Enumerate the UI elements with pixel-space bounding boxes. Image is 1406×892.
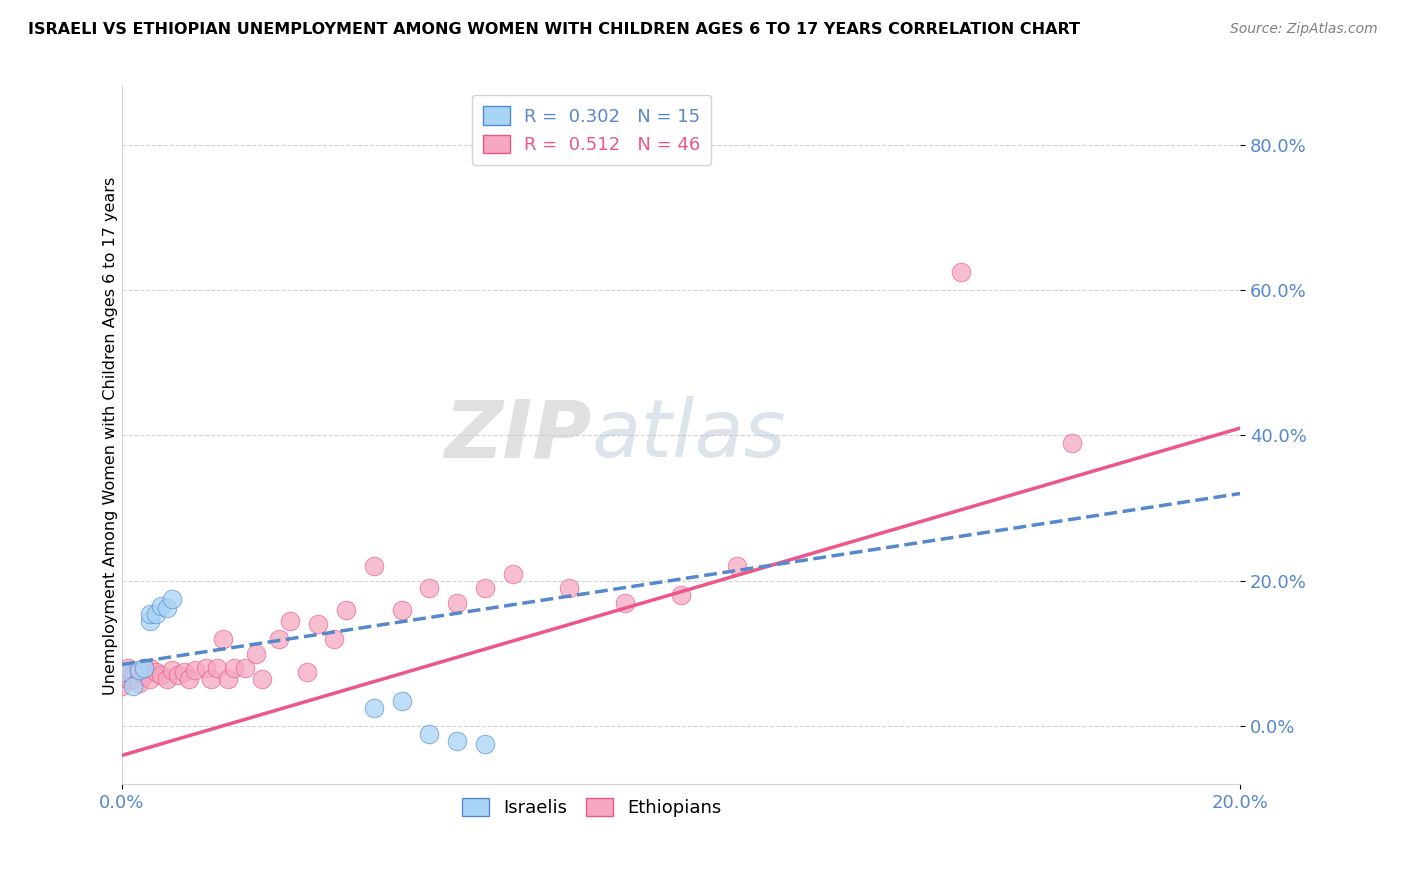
Point [128, 675, 150, 690]
Point [250, 672, 273, 686]
Point [391, 603, 413, 617]
Point [502, 566, 524, 581]
Point [183, 663, 205, 677]
Point [363, 701, 385, 715]
Point [145, 607, 167, 621]
Point [134, 661, 156, 675]
Point [446, 733, 468, 747]
Point [418, 581, 440, 595]
Point [474, 738, 496, 752]
Point [173, 665, 195, 679]
Point [162, 592, 184, 607]
Point [391, 694, 413, 708]
Point [217, 672, 239, 686]
Point [307, 617, 329, 632]
Point [139, 614, 162, 628]
Point [194, 661, 217, 675]
Point [323, 632, 346, 646]
Point [162, 663, 184, 677]
Text: Source: ZipAtlas.com: Source: ZipAtlas.com [1230, 22, 1378, 37]
Point [134, 668, 156, 682]
Point [145, 665, 167, 679]
Point [150, 668, 173, 682]
Text: ISRAELI VS ETHIOPIAN UNEMPLOYMENT AMONG WOMEN WITH CHILDREN AGES 6 TO 17 YEARS C: ISRAELI VS ETHIOPIAN UNEMPLOYMENT AMONG … [28, 22, 1080, 37]
Point [446, 596, 468, 610]
Point [156, 672, 179, 686]
Point [150, 599, 173, 614]
Text: atlas: atlas [592, 396, 786, 475]
Point [363, 559, 385, 574]
Point [139, 607, 162, 621]
Point [111, 668, 134, 682]
Legend: Israelis, Ethiopians: Israelis, Ethiopians [454, 790, 728, 824]
Point [211, 632, 233, 646]
Point [295, 665, 318, 679]
Point [245, 647, 267, 661]
Text: ZIP: ZIP [444, 396, 592, 475]
Point [117, 661, 139, 675]
Point [200, 672, 222, 686]
Point [1062, 435, 1084, 450]
Point [139, 661, 162, 675]
Point [122, 672, 145, 686]
Point [474, 581, 496, 595]
Point [205, 661, 228, 675]
Point [179, 672, 201, 686]
Point [267, 632, 290, 646]
Point [233, 661, 256, 675]
Point [156, 601, 179, 615]
Point [134, 661, 156, 675]
Point [167, 668, 190, 682]
Point [122, 679, 145, 693]
Point [139, 672, 162, 686]
Point [117, 672, 139, 686]
Point [949, 265, 972, 279]
Point [669, 588, 692, 602]
Point [614, 596, 637, 610]
Y-axis label: Unemployment Among Women with Children Ages 6 to 17 years: Unemployment Among Women with Children A… [104, 177, 118, 695]
Point [725, 559, 748, 574]
Point [111, 679, 134, 693]
Point [222, 661, 245, 675]
Point [335, 603, 357, 617]
Point [128, 663, 150, 677]
Point [558, 581, 581, 595]
Point [111, 665, 134, 679]
Point [418, 726, 440, 740]
Point [128, 665, 150, 679]
Point [278, 614, 301, 628]
